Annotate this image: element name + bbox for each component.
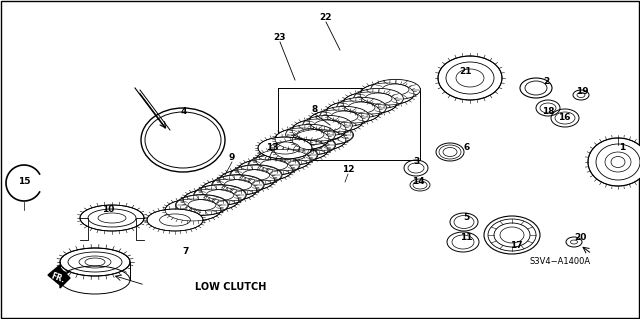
Ellipse shape	[285, 124, 335, 145]
Text: 23: 23	[274, 33, 286, 42]
Text: 19: 19	[576, 87, 588, 97]
Text: 22: 22	[320, 13, 332, 23]
Text: 13: 13	[266, 144, 278, 152]
Text: 4: 4	[181, 108, 187, 116]
Text: 9: 9	[229, 153, 235, 162]
Ellipse shape	[248, 155, 300, 175]
Ellipse shape	[484, 216, 540, 254]
Text: 1: 1	[619, 144, 625, 152]
Ellipse shape	[588, 138, 640, 186]
Text: 21: 21	[460, 68, 472, 77]
Ellipse shape	[258, 137, 312, 159]
Ellipse shape	[147, 209, 203, 231]
Text: 6: 6	[464, 144, 470, 152]
Text: 14: 14	[412, 177, 424, 187]
Ellipse shape	[275, 128, 329, 150]
Text: 5: 5	[463, 213, 469, 222]
Ellipse shape	[360, 83, 414, 105]
Ellipse shape	[202, 179, 257, 201]
Ellipse shape	[183, 189, 239, 211]
Ellipse shape	[292, 130, 346, 151]
Text: 15: 15	[18, 177, 30, 187]
Text: 11: 11	[460, 234, 472, 242]
Ellipse shape	[165, 199, 221, 221]
Text: FR.: FR.	[50, 271, 66, 285]
Text: 20: 20	[574, 234, 586, 242]
Text: 3: 3	[413, 158, 419, 167]
Ellipse shape	[319, 106, 369, 127]
Text: LOW CLUTCH: LOW CLUTCH	[195, 282, 266, 292]
Text: 2: 2	[543, 78, 549, 86]
Ellipse shape	[292, 119, 346, 141]
Ellipse shape	[309, 110, 363, 132]
Ellipse shape	[303, 115, 353, 136]
Ellipse shape	[80, 205, 144, 231]
Text: 10: 10	[102, 205, 114, 214]
Ellipse shape	[194, 185, 246, 205]
Ellipse shape	[175, 195, 228, 215]
Ellipse shape	[354, 88, 403, 109]
Text: 18: 18	[541, 108, 554, 116]
Ellipse shape	[274, 139, 328, 160]
Ellipse shape	[220, 169, 275, 191]
Text: 8: 8	[312, 106, 318, 115]
Ellipse shape	[371, 79, 420, 100]
Ellipse shape	[256, 149, 310, 171]
Text: 17: 17	[509, 241, 522, 249]
Ellipse shape	[230, 165, 282, 185]
Ellipse shape	[266, 145, 318, 165]
Text: 16: 16	[557, 114, 570, 122]
Ellipse shape	[284, 135, 335, 155]
Ellipse shape	[60, 248, 130, 276]
Polygon shape	[48, 265, 70, 288]
Text: 7: 7	[183, 248, 189, 256]
Ellipse shape	[438, 56, 502, 100]
Text: 12: 12	[342, 166, 355, 174]
Ellipse shape	[343, 92, 397, 114]
Ellipse shape	[337, 97, 387, 118]
Ellipse shape	[237, 159, 292, 181]
Ellipse shape	[326, 101, 380, 123]
Ellipse shape	[303, 125, 353, 145]
Ellipse shape	[212, 175, 264, 195]
Text: S3V4−A1400A: S3V4−A1400A	[530, 257, 591, 266]
